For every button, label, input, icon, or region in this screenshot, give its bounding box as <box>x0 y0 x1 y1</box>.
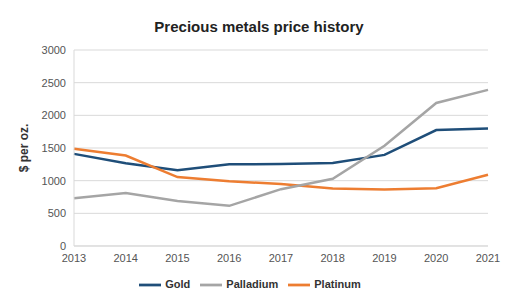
svg-text:2019: 2019 <box>372 252 396 264</box>
svg-text:2016: 2016 <box>217 252 241 264</box>
html-text:Palladium: Palladium <box>226 277 279 290</box>
html-text:Platinum: Platinum <box>314 277 361 290</box>
svg-text:500: 500 <box>48 207 66 219</box>
svg-text:1000: 1000 <box>42 175 66 187</box>
svg-text:2020: 2020 <box>424 252 448 264</box>
svg-text:2500: 2500 <box>42 77 66 89</box>
svg-text:2015: 2015 <box>165 252 189 264</box>
svg-text:2018: 2018 <box>321 252 345 264</box>
svg-text:0: 0 <box>60 240 66 252</box>
svg-text:2017: 2017 <box>269 252 293 264</box>
svg-text:1500: 1500 <box>42 142 66 154</box>
svg-text:$ per oz.: $ per oz. <box>17 124 31 173</box>
svg-text:2021: 2021 <box>476 252 500 264</box>
html-text:Precious metals price history: Precious metals price history <box>154 18 364 35</box>
html-text:Gold: Gold <box>165 277 191 290</box>
svg-text:2013: 2013 <box>62 252 86 264</box>
svg-text:3000: 3000 <box>42 44 66 56</box>
svg-text:2000: 2000 <box>42 109 66 121</box>
svg-text:2014: 2014 <box>114 252 138 264</box>
